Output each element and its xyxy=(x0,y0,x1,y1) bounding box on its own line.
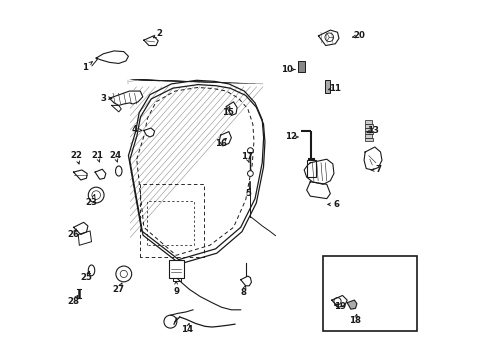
Text: 23: 23 xyxy=(86,198,98,207)
Text: 7: 7 xyxy=(375,166,382,175)
Polygon shape xyxy=(347,300,357,309)
Polygon shape xyxy=(332,296,347,307)
Text: 16: 16 xyxy=(215,139,226,148)
Polygon shape xyxy=(112,105,122,112)
Text: 9: 9 xyxy=(173,287,179,296)
Bar xyxy=(324,80,330,93)
Bar xyxy=(169,260,184,278)
Text: 26: 26 xyxy=(68,230,79,239)
Polygon shape xyxy=(364,147,382,170)
Polygon shape xyxy=(307,182,330,199)
Text: 3: 3 xyxy=(100,94,106,103)
Text: 6: 6 xyxy=(334,200,340,209)
Text: 4: 4 xyxy=(131,125,138,134)
Polygon shape xyxy=(241,276,251,286)
Polygon shape xyxy=(219,132,231,146)
Polygon shape xyxy=(304,159,334,184)
Text: 12: 12 xyxy=(285,132,297,141)
Bar xyxy=(323,256,417,331)
Text: 15: 15 xyxy=(222,108,234,117)
Ellipse shape xyxy=(88,265,95,276)
Polygon shape xyxy=(226,102,237,116)
Text: 17: 17 xyxy=(241,152,253,161)
Text: 2: 2 xyxy=(157,29,163,38)
Text: 19: 19 xyxy=(334,302,346,311)
Text: 28: 28 xyxy=(68,297,79,306)
Polygon shape xyxy=(144,128,155,137)
Bar xyxy=(366,128,372,131)
Circle shape xyxy=(116,266,132,282)
Text: 11: 11 xyxy=(329,84,342,93)
Circle shape xyxy=(247,148,253,153)
Bar xyxy=(365,125,373,128)
Text: 1: 1 xyxy=(82,63,88,72)
Polygon shape xyxy=(109,91,143,105)
Text: 27: 27 xyxy=(113,285,125,294)
Text: 21: 21 xyxy=(91,151,103,160)
Circle shape xyxy=(247,171,253,176)
Polygon shape xyxy=(144,36,158,45)
Polygon shape xyxy=(78,231,92,245)
Polygon shape xyxy=(74,222,88,234)
Bar xyxy=(365,131,373,134)
Text: 10: 10 xyxy=(281,65,293,74)
Text: 22: 22 xyxy=(71,151,82,160)
Text: 13: 13 xyxy=(368,126,379,135)
Polygon shape xyxy=(318,30,339,45)
Text: 14: 14 xyxy=(181,325,193,334)
Text: 24: 24 xyxy=(109,151,121,160)
Bar xyxy=(307,160,316,177)
Polygon shape xyxy=(95,169,106,179)
Bar xyxy=(366,120,372,125)
Text: 20: 20 xyxy=(353,31,365,40)
Text: 25: 25 xyxy=(80,273,93,282)
Polygon shape xyxy=(74,170,87,180)
Ellipse shape xyxy=(116,166,122,176)
Bar xyxy=(298,61,304,72)
Bar xyxy=(365,138,373,141)
Text: 18: 18 xyxy=(349,316,362,325)
Circle shape xyxy=(88,187,104,203)
Bar xyxy=(366,134,372,138)
Text: 8: 8 xyxy=(240,288,246,297)
Polygon shape xyxy=(96,51,128,63)
Text: 5: 5 xyxy=(245,189,251,198)
